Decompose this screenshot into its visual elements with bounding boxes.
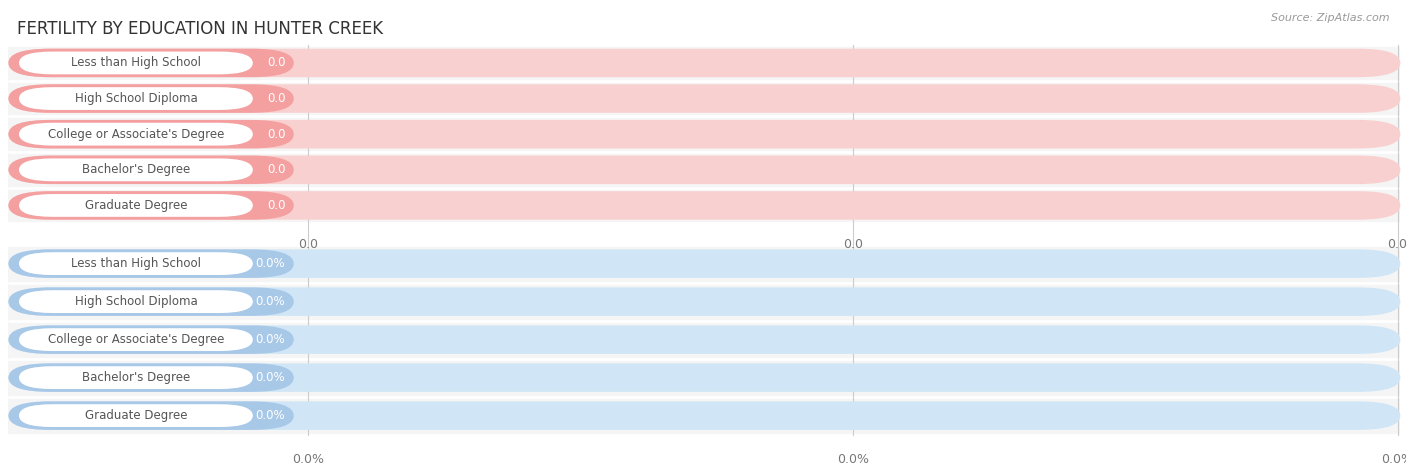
FancyBboxPatch shape	[8, 397, 1400, 435]
Text: FERTILITY BY EDUCATION IN HUNTER CREEK: FERTILITY BY EDUCATION IN HUNTER CREEK	[17, 20, 382, 38]
Text: High School Diploma: High School Diploma	[75, 295, 197, 308]
Text: Bachelor's Degree: Bachelor's Degree	[82, 371, 190, 384]
Text: 0.0%: 0.0%	[1382, 453, 1406, 465]
Text: 0.0%: 0.0%	[291, 453, 323, 465]
Text: College or Associate's Degree: College or Associate's Degree	[48, 333, 224, 346]
FancyBboxPatch shape	[8, 245, 1400, 283]
FancyBboxPatch shape	[8, 325, 294, 354]
FancyBboxPatch shape	[8, 81, 1400, 116]
Text: 0.0: 0.0	[267, 163, 285, 176]
FancyBboxPatch shape	[8, 249, 294, 278]
FancyBboxPatch shape	[8, 325, 1400, 354]
FancyBboxPatch shape	[8, 401, 1400, 430]
FancyBboxPatch shape	[8, 287, 294, 316]
FancyBboxPatch shape	[8, 321, 1400, 359]
FancyBboxPatch shape	[8, 152, 1400, 188]
Text: High School Diploma: High School Diploma	[75, 92, 197, 105]
Text: 0.0%: 0.0%	[256, 371, 285, 384]
FancyBboxPatch shape	[8, 359, 1400, 397]
Text: Less than High School: Less than High School	[70, 257, 201, 270]
Text: Less than High School: Less than High School	[70, 57, 201, 69]
Text: 0.0: 0.0	[844, 238, 863, 251]
Text: Source: ZipAtlas.com: Source: ZipAtlas.com	[1271, 13, 1389, 23]
FancyBboxPatch shape	[20, 51, 253, 74]
FancyBboxPatch shape	[8, 249, 1400, 278]
Text: 0.0: 0.0	[267, 92, 285, 105]
FancyBboxPatch shape	[8, 191, 294, 219]
FancyBboxPatch shape	[8, 45, 1400, 81]
Text: 0.0: 0.0	[267, 57, 285, 69]
FancyBboxPatch shape	[8, 85, 294, 113]
Text: Bachelor's Degree: Bachelor's Degree	[82, 163, 190, 176]
FancyBboxPatch shape	[8, 85, 1400, 113]
FancyBboxPatch shape	[20, 404, 253, 427]
FancyBboxPatch shape	[20, 158, 253, 181]
Text: Graduate Degree: Graduate Degree	[84, 409, 187, 422]
FancyBboxPatch shape	[8, 49, 294, 77]
Text: College or Associate's Degree: College or Associate's Degree	[48, 128, 224, 141]
Text: 0.0%: 0.0%	[838, 453, 869, 465]
Text: 0.0%: 0.0%	[256, 295, 285, 308]
Text: 0.0: 0.0	[1388, 238, 1406, 251]
Text: 0.0%: 0.0%	[256, 333, 285, 346]
Text: 0.0: 0.0	[298, 238, 318, 251]
FancyBboxPatch shape	[8, 120, 294, 148]
FancyBboxPatch shape	[8, 120, 1400, 148]
FancyBboxPatch shape	[8, 191, 1400, 219]
Text: 0.0: 0.0	[267, 199, 285, 212]
FancyBboxPatch shape	[20, 252, 253, 275]
Text: 0.0: 0.0	[267, 128, 285, 141]
FancyBboxPatch shape	[8, 155, 1400, 184]
Text: Graduate Degree: Graduate Degree	[84, 199, 187, 212]
FancyBboxPatch shape	[20, 366, 253, 389]
FancyBboxPatch shape	[8, 188, 1400, 223]
FancyBboxPatch shape	[8, 116, 1400, 152]
Text: 0.0%: 0.0%	[256, 409, 285, 422]
FancyBboxPatch shape	[8, 363, 294, 392]
FancyBboxPatch shape	[20, 194, 253, 217]
FancyBboxPatch shape	[20, 123, 253, 145]
FancyBboxPatch shape	[8, 287, 1400, 316]
FancyBboxPatch shape	[8, 401, 294, 430]
FancyBboxPatch shape	[8, 363, 1400, 392]
FancyBboxPatch shape	[8, 283, 1400, 321]
FancyBboxPatch shape	[20, 290, 253, 313]
FancyBboxPatch shape	[8, 49, 1400, 77]
FancyBboxPatch shape	[20, 328, 253, 351]
FancyBboxPatch shape	[20, 87, 253, 110]
Text: 0.0%: 0.0%	[256, 257, 285, 270]
FancyBboxPatch shape	[8, 155, 294, 184]
